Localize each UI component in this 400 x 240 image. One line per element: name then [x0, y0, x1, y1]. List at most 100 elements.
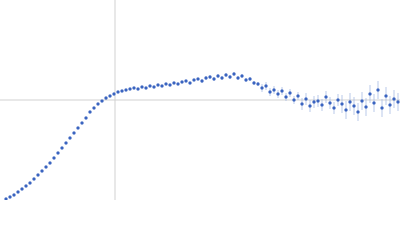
point — [336, 98, 340, 102]
point — [140, 85, 144, 89]
point — [100, 99, 104, 103]
point — [392, 97, 396, 101]
point — [232, 72, 236, 76]
point — [276, 92, 280, 96]
point — [308, 104, 312, 108]
point — [252, 81, 256, 85]
page: (() => { const data = JSON.parse(documen… — [0, 0, 400, 200]
point — [8, 195, 12, 199]
point — [268, 90, 272, 94]
point — [104, 96, 108, 100]
point — [176, 82, 180, 86]
point — [364, 105, 368, 109]
point — [116, 90, 120, 94]
point — [300, 102, 304, 106]
point — [188, 81, 192, 85]
point — [72, 131, 76, 135]
point — [152, 85, 156, 89]
point — [4, 197, 8, 200]
point — [16, 190, 20, 194]
point — [164, 82, 168, 86]
point — [240, 74, 244, 78]
point — [244, 78, 248, 82]
point — [56, 151, 60, 155]
point — [192, 78, 196, 82]
point — [96, 102, 100, 106]
point — [220, 76, 224, 80]
point — [108, 94, 112, 98]
point — [380, 106, 384, 110]
point — [312, 100, 316, 104]
point — [148, 84, 152, 88]
point — [40, 169, 44, 173]
point — [172, 81, 176, 85]
point — [156, 83, 160, 87]
point — [368, 92, 372, 96]
point — [236, 76, 240, 80]
point — [20, 187, 24, 191]
point — [292, 98, 296, 102]
point — [304, 97, 308, 101]
point — [332, 106, 336, 110]
point — [396, 100, 400, 104]
point — [356, 110, 360, 114]
point — [264, 84, 268, 88]
point — [328, 101, 332, 105]
point — [256, 82, 260, 86]
point — [248, 77, 252, 81]
point — [344, 108, 348, 112]
point — [24, 184, 28, 188]
point — [376, 88, 380, 92]
point — [120, 89, 124, 93]
point — [132, 86, 136, 90]
point — [260, 86, 264, 90]
point — [324, 95, 328, 99]
point — [224, 73, 228, 77]
point — [124, 88, 128, 92]
point — [128, 87, 132, 91]
point — [204, 76, 208, 80]
point — [44, 165, 48, 169]
point — [212, 77, 216, 81]
point — [316, 99, 320, 103]
point — [288, 91, 292, 95]
point — [92, 106, 96, 110]
point — [208, 75, 212, 79]
point — [280, 89, 284, 93]
point — [80, 121, 84, 125]
point — [196, 77, 200, 81]
point — [320, 103, 324, 107]
point — [32, 177, 36, 181]
point — [36, 173, 40, 177]
point — [272, 88, 276, 92]
point — [136, 87, 140, 91]
point — [144, 86, 148, 90]
point — [340, 102, 344, 106]
point — [76, 126, 80, 130]
point — [216, 74, 220, 78]
point — [296, 94, 300, 98]
point — [64, 141, 68, 145]
point — [52, 156, 56, 160]
point — [200, 79, 204, 83]
point — [360, 99, 364, 103]
point — [352, 104, 356, 108]
point — [384, 94, 388, 98]
chart — [0, 0, 400, 200]
point — [12, 193, 16, 197]
point — [284, 95, 288, 99]
point — [180, 80, 184, 84]
point — [112, 92, 116, 96]
point — [28, 181, 32, 185]
point — [388, 103, 392, 107]
point — [88, 110, 92, 114]
point — [228, 75, 232, 79]
point — [48, 161, 52, 165]
point — [68, 136, 72, 140]
point — [372, 101, 376, 105]
point — [168, 83, 172, 87]
point — [84, 116, 88, 120]
point — [60, 146, 64, 150]
point — [160, 84, 164, 88]
point — [184, 79, 188, 83]
